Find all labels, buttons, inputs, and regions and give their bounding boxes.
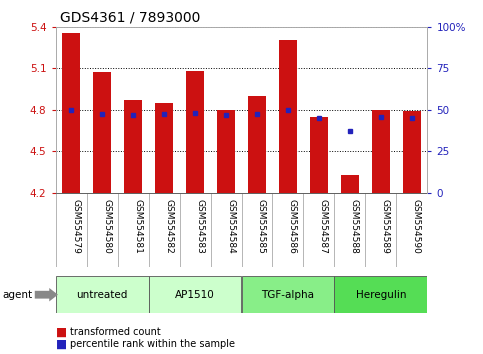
Bar [310,117,328,193]
Text: GSM554588: GSM554588 [350,199,359,254]
Text: untreated: untreated [76,290,128,300]
Bar [56,276,149,313]
Text: GSM554583: GSM554583 [195,199,204,254]
Bar [248,96,266,193]
Text: GSM554590: GSM554590 [412,199,421,254]
Bar [372,110,390,193]
Bar [217,110,235,193]
Bar [279,40,297,193]
Text: TGF-alpha: TGF-alpha [261,290,314,300]
Bar [155,103,173,193]
Text: GSM554579: GSM554579 [71,199,80,254]
Bar [149,276,242,313]
Text: AP1510: AP1510 [175,290,215,300]
Bar [403,111,421,193]
Bar [341,175,359,193]
Text: ■: ■ [56,326,67,338]
Text: GSM554587: GSM554587 [319,199,328,254]
Text: GSM554585: GSM554585 [257,199,266,254]
Bar [186,71,204,193]
Text: GSM554582: GSM554582 [164,199,173,253]
Bar [124,100,142,193]
Bar [93,72,112,193]
Text: GSM554580: GSM554580 [102,199,111,254]
Text: GSM554586: GSM554586 [288,199,297,254]
Text: Heregulin: Heregulin [355,290,406,300]
Text: GSM554584: GSM554584 [226,199,235,253]
Text: GDS4361 / 7893000: GDS4361 / 7893000 [60,11,201,25]
Text: agent: agent [2,290,32,300]
Bar [334,276,427,313]
Text: percentile rank within the sample: percentile rank within the sample [70,339,235,349]
Text: GSM554589: GSM554589 [381,199,390,254]
Bar [62,34,80,193]
Text: transformed count: transformed count [70,327,161,337]
Text: ■: ■ [56,338,67,350]
Text: GSM554581: GSM554581 [133,199,142,254]
Bar [242,276,334,313]
